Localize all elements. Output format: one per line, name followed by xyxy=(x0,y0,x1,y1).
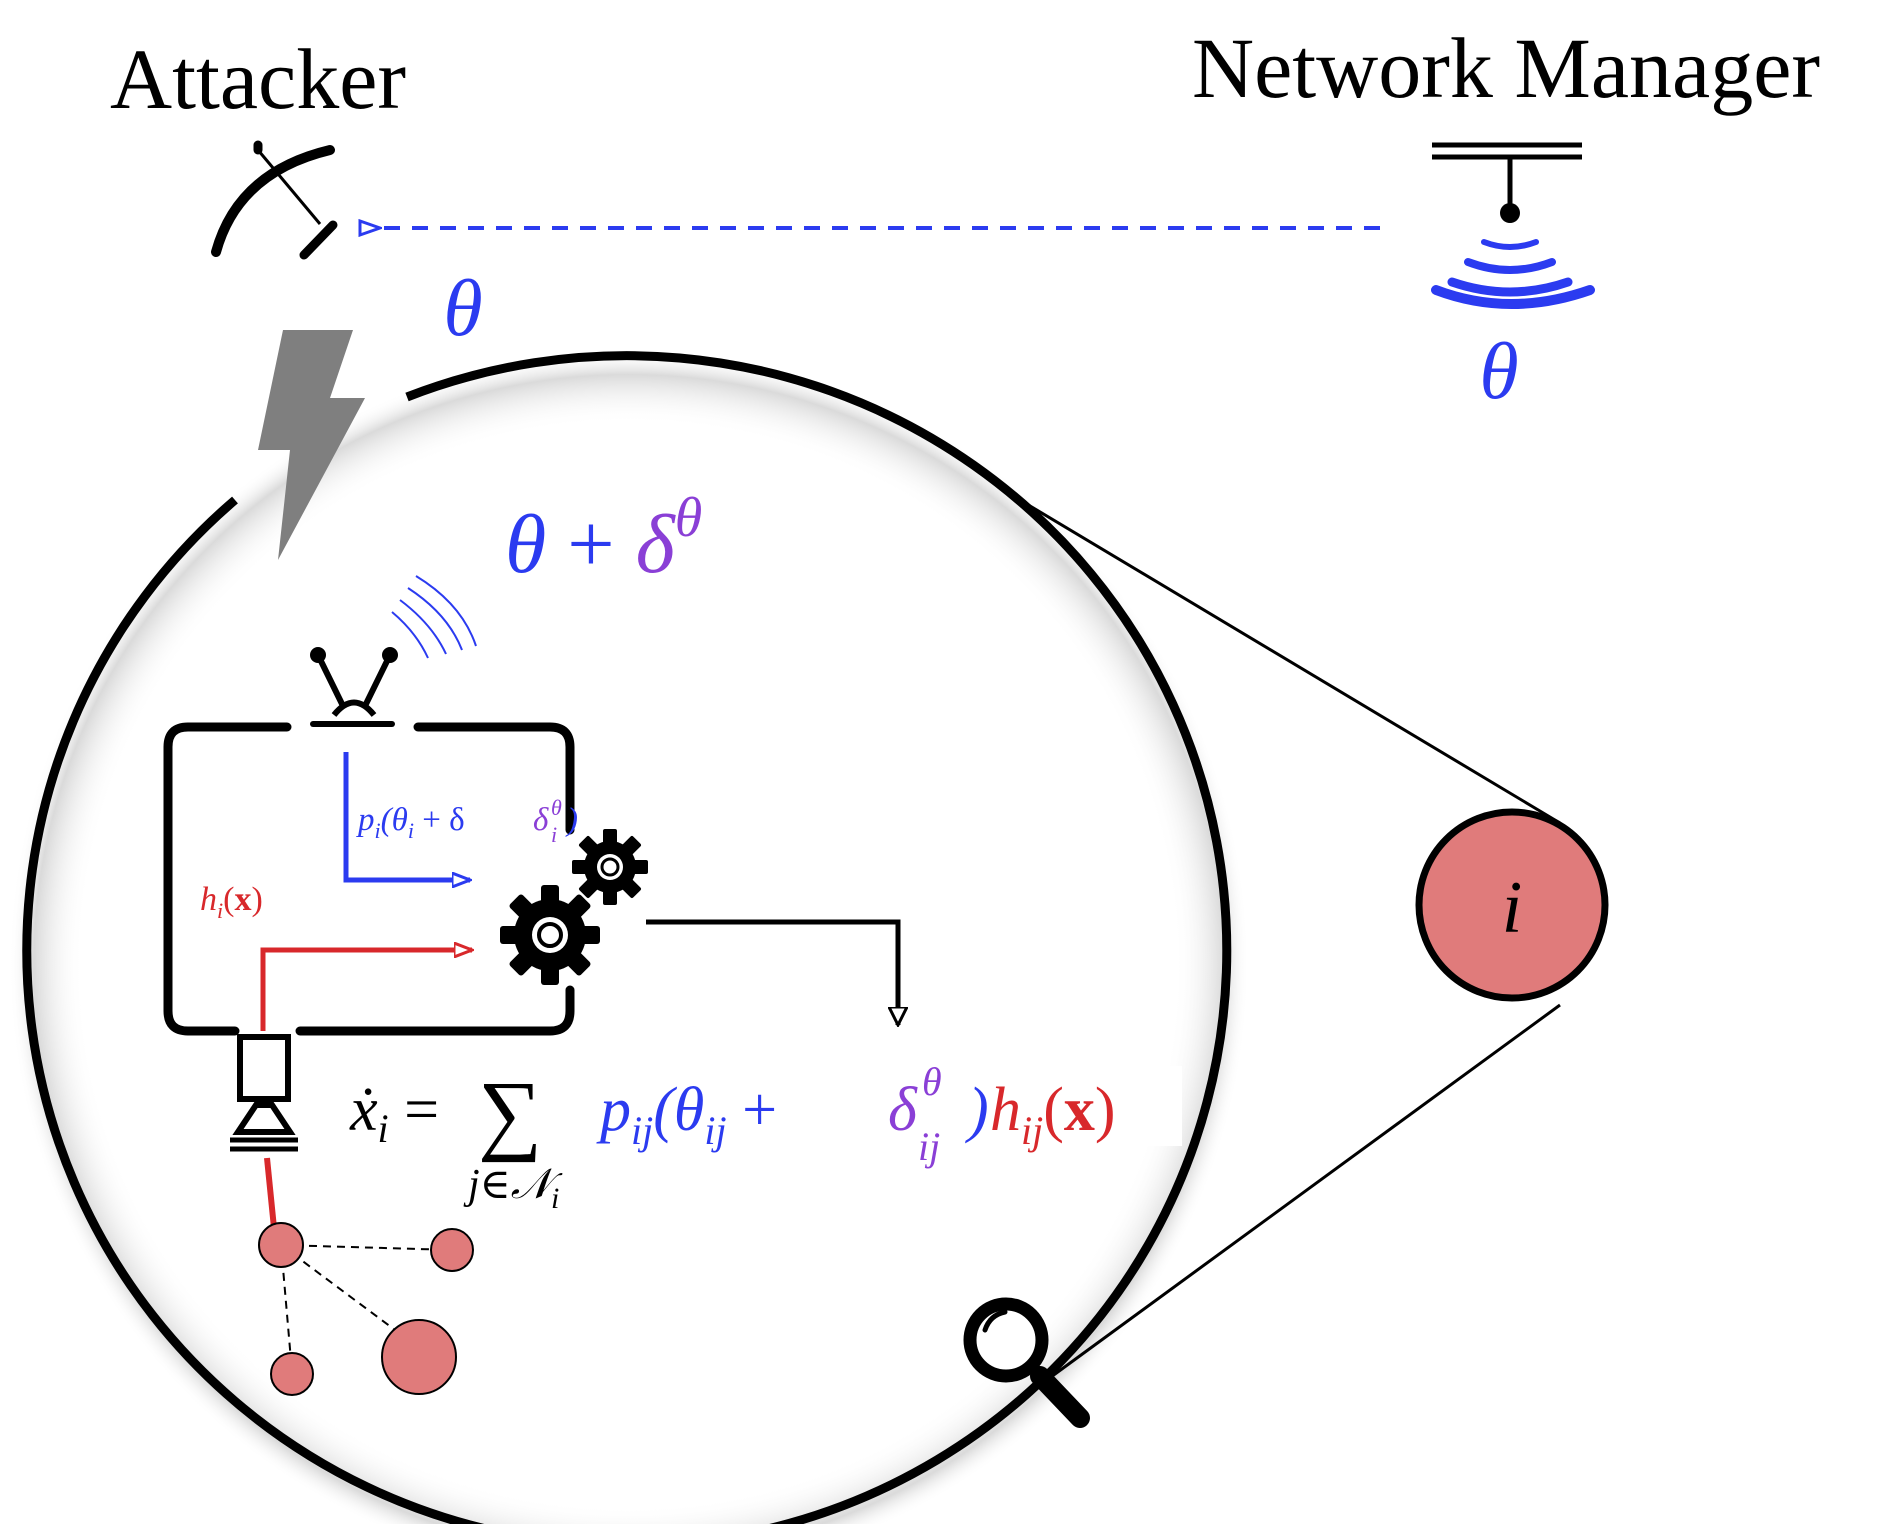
p-base: p xyxy=(356,802,375,838)
node-i: i xyxy=(1415,808,1609,1002)
controller-input-h: hi(x) xyxy=(200,881,263,923)
svg-text:ẋi =: ẋi = xyxy=(349,1076,439,1151)
controller-box xyxy=(163,722,575,1036)
perturbed-theta: θ + δθ xyxy=(505,487,702,591)
gear-icon xyxy=(500,885,600,985)
eq-p-sub: ij xyxy=(631,1108,653,1153)
p-open: (θ xyxy=(381,802,408,838)
p-sub2: i xyxy=(408,818,414,843)
perturbed-theta-base: θ xyxy=(505,498,546,591)
gear-small-icon xyxy=(572,829,648,905)
robot-signal-waves xyxy=(391,575,477,659)
neighbor-node xyxy=(430,1228,474,1272)
svg-text:pi(θi + δ: pi(θi + δ xyxy=(356,802,465,843)
eq-h: h xyxy=(990,1076,1021,1144)
eq-delta: δ xyxy=(888,1076,918,1144)
svg-text:θ + δθ: θ + δθ xyxy=(505,487,702,591)
eq-lhs-sub: i xyxy=(378,1106,389,1151)
p-delta-sub: i xyxy=(551,822,557,847)
magnifier-icon xyxy=(963,1297,1090,1428)
sensor-icon xyxy=(230,1034,298,1152)
p-delta-sup: θ xyxy=(551,795,562,820)
eq-sum: ∑ xyxy=(478,1064,542,1163)
h-close: ) xyxy=(251,881,262,918)
eq-sum-under: j∈𝒩 xyxy=(463,1162,563,1208)
svg-text:δ: δ xyxy=(533,802,549,838)
antenna-tower-icon xyxy=(1432,142,1582,223)
output-arrow xyxy=(646,919,898,1025)
neighbor-node xyxy=(381,1319,457,1395)
sensor-link xyxy=(264,1157,277,1229)
eq-x: x xyxy=(1064,1076,1095,1144)
lightning-bolt-icon xyxy=(258,330,365,560)
h-x: x xyxy=(234,881,251,918)
svg-text:hi(x): hi(x) xyxy=(200,881,263,923)
eq-plus: + xyxy=(727,1076,777,1144)
eq-p: p xyxy=(596,1076,631,1144)
p-input-arrow xyxy=(343,752,470,880)
eq-x-open: ( xyxy=(1043,1076,1064,1144)
neighbor-graph xyxy=(258,1222,474,1396)
dynamics-equation: ẋi = ∑ j∈𝒩i pij(θij + δ θ ij ) hij(x) xyxy=(349,1059,1182,1215)
eq-delta-sup: θ xyxy=(922,1059,942,1104)
neighbor-node xyxy=(270,1352,314,1396)
p-sub: i xyxy=(375,818,381,843)
zoom-line-top xyxy=(1009,492,1561,825)
eq-theta-sub: ij xyxy=(704,1108,726,1153)
theta-manager: θ xyxy=(1479,328,1518,416)
p-close: ) xyxy=(565,802,578,838)
p-delta: δ xyxy=(533,802,549,838)
eq-equals: = xyxy=(389,1076,439,1144)
zoom-line-bottom xyxy=(1039,1003,1561,1387)
node-circle xyxy=(1415,808,1609,1002)
svg-text:pij(θij +: pij(θij + xyxy=(596,1076,777,1153)
p-plus: + δ xyxy=(414,802,465,838)
network-manager-label: Network Manager xyxy=(1192,20,1820,116)
circle-shadow xyxy=(9,350,1249,1524)
perturbed-theta-delta: δ xyxy=(636,498,677,591)
signal-waves-icon xyxy=(1431,239,1595,309)
eq-x-close: ) xyxy=(1095,1076,1116,1144)
equation-bg xyxy=(1130,1066,1182,1146)
eq-delta-sub: ij xyxy=(918,1124,940,1169)
svg-text:j∈𝒩i: j∈𝒩i xyxy=(463,1162,563,1215)
neighbor-node xyxy=(258,1222,304,1268)
theta-attacker-bg xyxy=(410,262,520,350)
eq-h-sub: ij xyxy=(1021,1108,1043,1153)
robot-antenna-icon xyxy=(310,647,398,727)
eq-open: (θ xyxy=(653,1076,704,1144)
eq-lhs: ẋ xyxy=(349,1076,378,1144)
node-label: i xyxy=(1502,867,1523,949)
h-input-arrow xyxy=(260,950,472,1031)
eq-close: ) xyxy=(965,1076,989,1144)
h-open: ( xyxy=(223,881,234,918)
h-base: h xyxy=(200,881,217,918)
attacker-label: Attacker xyxy=(110,31,406,127)
controller-input-p: pi(θi + δ δ θ i ) xyxy=(356,795,578,847)
zoom-circle xyxy=(22,351,1232,1524)
eq-sum-under-sub: i xyxy=(551,1182,559,1215)
h-sub: i xyxy=(217,898,223,923)
satellite-dish-icon xyxy=(211,140,338,260)
theta-attacker: θ xyxy=(443,265,482,353)
svg-text:hij(x): hij(x) xyxy=(990,1076,1116,1153)
perturbed-theta-sup: θ xyxy=(675,487,703,549)
